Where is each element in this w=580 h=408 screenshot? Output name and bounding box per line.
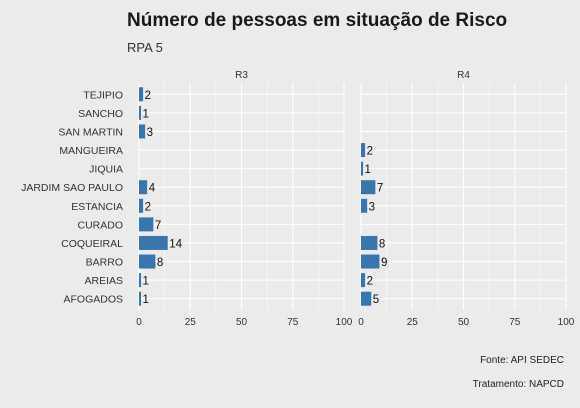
data-label: 2 <box>145 201 151 213</box>
bar <box>361 161 364 176</box>
category-label: SANCHO <box>78 108 123 120</box>
data-label: 7 <box>377 183 383 195</box>
category-label: AFOGADOS <box>63 294 123 306</box>
bar <box>361 180 376 195</box>
bar <box>139 124 146 139</box>
category-label: BARRO <box>86 257 123 269</box>
bar <box>139 198 144 213</box>
category-label: AREIAS <box>84 275 123 287</box>
panel-strip-label: R4 <box>457 70 470 81</box>
data-label: 5 <box>373 294 379 306</box>
bar <box>139 235 168 250</box>
category-label: SAN MARTIN <box>58 126 123 138</box>
x-tick-label: 0 <box>136 317 142 328</box>
data-label: 3 <box>369 201 375 213</box>
category-label: COQUEIRAL <box>61 238 123 250</box>
bar <box>139 254 156 269</box>
data-label: 4 <box>149 183 156 195</box>
bar <box>139 217 154 232</box>
category-label: MANGUEIRA <box>59 145 123 157</box>
data-label: 2 <box>367 146 373 158</box>
data-label: 1 <box>143 294 149 306</box>
category-label: JARDIM SAO PAULO <box>21 182 123 194</box>
bar <box>139 180 148 195</box>
x-tick-label: 100 <box>558 317 575 328</box>
category-label: ESTANCIA <box>71 201 123 213</box>
data-label: 1 <box>143 108 149 120</box>
bar <box>139 87 144 102</box>
data-label: 1 <box>365 164 371 176</box>
data-label: 2 <box>367 276 373 288</box>
data-label: 1 <box>143 276 149 288</box>
bar <box>361 235 378 250</box>
bar <box>139 291 142 306</box>
x-tick-label: 75 <box>509 317 521 328</box>
data-label: 7 <box>155 220 161 232</box>
bar <box>361 291 372 306</box>
x-tick-label: 25 <box>407 317 419 328</box>
x-tick-label: 50 <box>458 317 470 328</box>
data-label: 8 <box>379 238 385 250</box>
x-tick-label: 25 <box>185 317 197 328</box>
x-tick-label: 50 <box>236 317 248 328</box>
source-caption: Fonte: API SEDEC <box>480 355 564 366</box>
bar <box>139 105 142 120</box>
data-label: 14 <box>169 238 182 250</box>
bar <box>361 198 368 213</box>
chart-subtitle: RPA 5 <box>127 40 163 55</box>
data-label: 8 <box>157 257 163 269</box>
treatment-caption: Tratamento: NAPCD <box>472 379 564 390</box>
x-tick-label: 75 <box>287 317 299 328</box>
data-label: 9 <box>381 257 387 269</box>
data-label: 2 <box>145 90 151 102</box>
category-label: TEJIPIO <box>83 89 123 101</box>
x-tick-label: 0 <box>358 317 364 328</box>
bar <box>139 273 142 288</box>
category-label: CURADO <box>77 219 123 231</box>
bar <box>361 273 366 288</box>
panel-strip-label: R3 <box>235 70 248 81</box>
chart-title: Número de pessoas em situação de Risco <box>127 10 508 31</box>
data-label: 3 <box>147 127 153 139</box>
bar <box>361 143 366 158</box>
x-tick-label: 100 <box>336 317 353 328</box>
category-label: JIQUIA <box>89 164 123 176</box>
bar <box>361 254 380 269</box>
